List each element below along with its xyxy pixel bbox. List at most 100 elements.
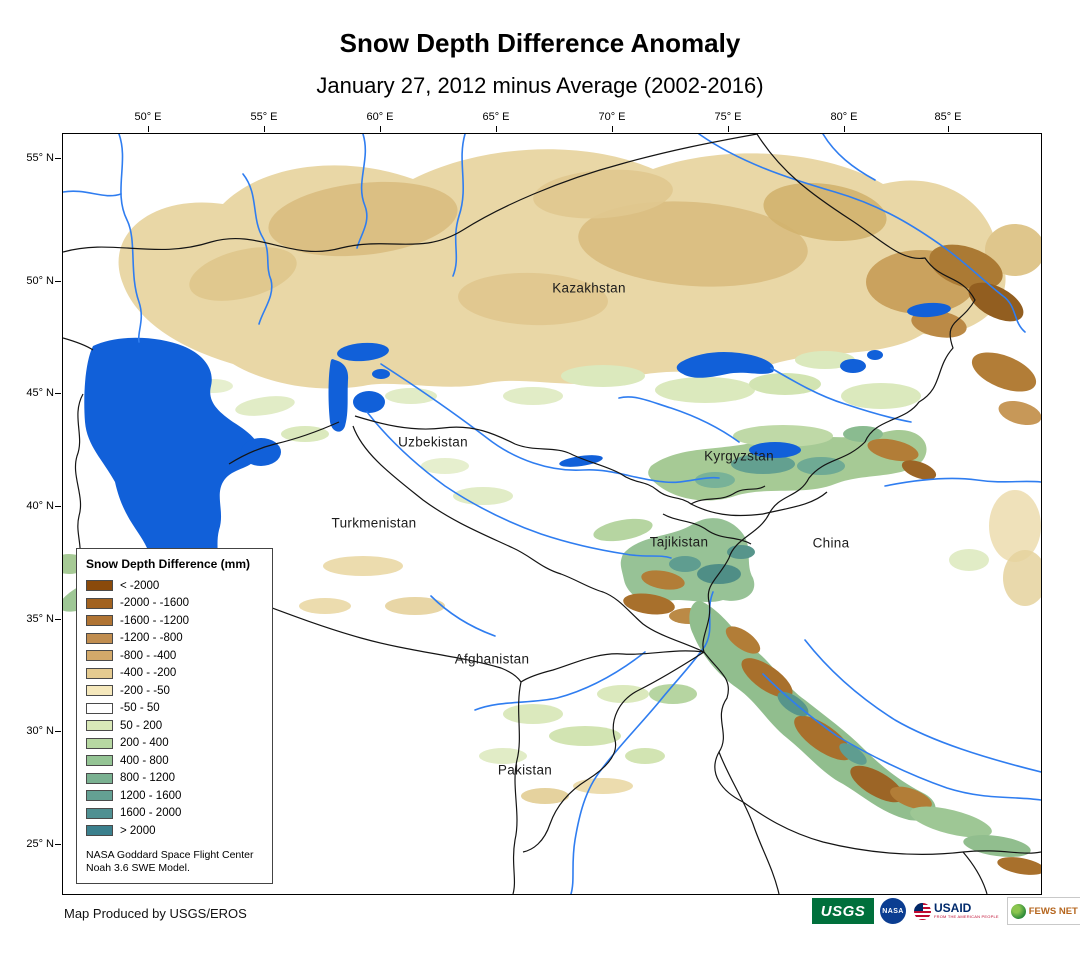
water-layer <box>84 302 951 597</box>
usaid-logo-tagline: FROM THE AMERICAN PEOPLE <box>934 914 999 920</box>
legend-row: -800 - -400 <box>86 647 263 665</box>
lat-tick <box>55 506 61 507</box>
legend-swatch <box>86 615 113 627</box>
lat-label: 40° N <box>26 500 54 512</box>
lat-tick <box>55 844 61 845</box>
legend-source-line1: NASA Goddard Space Flight Center <box>86 848 254 861</box>
legend-title: Snow Depth Difference (mm) <box>86 557 251 571</box>
lon-label: 75° E <box>714 111 742 123</box>
legend-row: 50 - 200 <box>86 717 263 735</box>
nasa-logo: NASA <box>880 898 906 924</box>
legend-row: 1600 - 2000 <box>86 805 263 823</box>
legend-row: -1600 - -1200 <box>86 612 263 630</box>
legend-swatch <box>86 825 113 837</box>
usgs-logo: USGS <box>812 898 874 924</box>
legend-source-line2: Noah 3.6 SWE Model. <box>86 862 190 875</box>
legend-row: > 2000 <box>86 822 263 840</box>
legend-swatch <box>86 737 113 749</box>
lat-label: 55° N <box>26 152 54 164</box>
lon-label: 60° E <box>366 111 394 123</box>
page-title: Snow Depth Difference Anomaly <box>339 28 741 58</box>
legend-label: -1600 - -1200 <box>120 614 190 627</box>
lon-label: 70° E <box>598 111 626 123</box>
legend-swatch <box>86 720 113 732</box>
legend-swatch <box>86 597 113 609</box>
legend-label: 50 - 200 <box>120 719 163 732</box>
lat-label: 25° N <box>26 838 54 850</box>
fews-globe-icon <box>1010 903 1026 919</box>
lon-label: 55° E <box>250 111 278 123</box>
lon-label: 85° E <box>934 111 962 123</box>
lat-tick <box>55 619 61 620</box>
legend-swatch <box>86 580 113 592</box>
terrain-layer <box>63 149 1041 875</box>
country-label-pakistan: Pakistan <box>497 762 553 778</box>
legend-swatch <box>86 755 113 767</box>
country-label-china: China <box>812 535 850 551</box>
legend-row: 200 - 400 <box>86 735 263 753</box>
legend: Snow Depth Difference (mm) < -2000 -2000… <box>76 548 273 884</box>
lon-tick <box>612 126 613 132</box>
fewsnet-logo: FEWS NET <box>1006 897 1080 925</box>
rivers-layer <box>63 134 1041 894</box>
page-subtitle: January 27, 2012 minus Average (2002-201… <box>316 73 764 98</box>
legend-row: -2000 - -1600 <box>86 595 263 613</box>
legend-swatch <box>86 667 113 679</box>
legend-label: -400 - -200 <box>120 667 177 680</box>
legend-swatch <box>86 807 113 819</box>
legend-label: -2000 - -1600 <box>120 597 190 610</box>
legend-swatch <box>86 632 113 644</box>
legend-label: -1200 - -800 <box>120 632 183 645</box>
legend-label: 400 - 800 <box>120 754 169 767</box>
country-label-kazakhstan: Kazakhstan <box>552 280 626 296</box>
legend-row: 1200 - 1600 <box>86 787 263 805</box>
legend-row: -200 - -50 <box>86 682 263 700</box>
lat-tick <box>55 731 61 732</box>
legend-swatch <box>86 790 113 802</box>
legend-swatch <box>86 702 113 714</box>
fewsnet-logo-name: FEWS NET <box>1028 905 1078 917</box>
lon-tick <box>264 126 265 132</box>
lon-tick <box>380 126 381 132</box>
legend-label: < -2000 <box>120 579 160 592</box>
legend-row: 400 - 800 <box>86 752 263 770</box>
map-canvas <box>63 134 1041 894</box>
legend-label: 1200 - 1600 <box>120 789 182 802</box>
usaid-logo-name: USAID <box>934 901 972 916</box>
lat-label: 45° N <box>26 387 54 399</box>
usaid-logo-text: USAID FROM THE AMERICAN PEOPLE <box>934 902 999 920</box>
lon-tick <box>496 126 497 132</box>
legend-row: -50 - 50 <box>86 700 263 718</box>
legend-label: -800 - -400 <box>120 649 177 662</box>
lon-tick <box>948 126 949 132</box>
lon-label: 80° E <box>830 111 858 123</box>
lon-label: 50° E <box>134 111 162 123</box>
legend-row: -400 - -200 <box>86 665 263 683</box>
legend-swatch <box>86 772 113 784</box>
legend-swatch <box>86 685 113 697</box>
lat-label: 35° N <box>26 613 54 625</box>
legend-row: 800 - 1200 <box>86 770 263 788</box>
legend-label: 1600 - 2000 <box>120 807 182 820</box>
legend-label: 200 - 400 <box>120 737 169 750</box>
credit-text: Map Produced by USGS/EROS <box>64 906 247 921</box>
legend-row: < -2000 <box>86 577 263 595</box>
legend-label: -50 - 50 <box>120 702 160 715</box>
lat-label: 50° N <box>26 275 54 287</box>
lon-tick <box>148 126 149 132</box>
country-label-kyrgyzstan: Kyrgyzstan <box>704 448 774 464</box>
lat-tick <box>55 281 61 282</box>
usaid-logo: USAID FROM THE AMERICAN PEOPLE <box>912 898 1001 924</box>
usaid-flag-icon <box>914 902 931 920</box>
lon-tick <box>728 126 729 132</box>
lat-label: 30° N <box>26 725 54 737</box>
lat-tick <box>55 158 61 159</box>
legend-source: NASA Goddard Space Flight Center Noah 3.… <box>86 849 263 876</box>
lon-label: 65° E <box>482 111 510 123</box>
lon-tick <box>844 126 845 132</box>
legend-swatch <box>86 650 113 662</box>
map-frame: Kazakhstan Uzbekistan Turkmenistan Kyrgy… <box>62 133 1042 895</box>
legend-row: -1200 - -800 <box>86 630 263 648</box>
country-label-turkmenistan: Turkmenistan <box>331 515 417 531</box>
